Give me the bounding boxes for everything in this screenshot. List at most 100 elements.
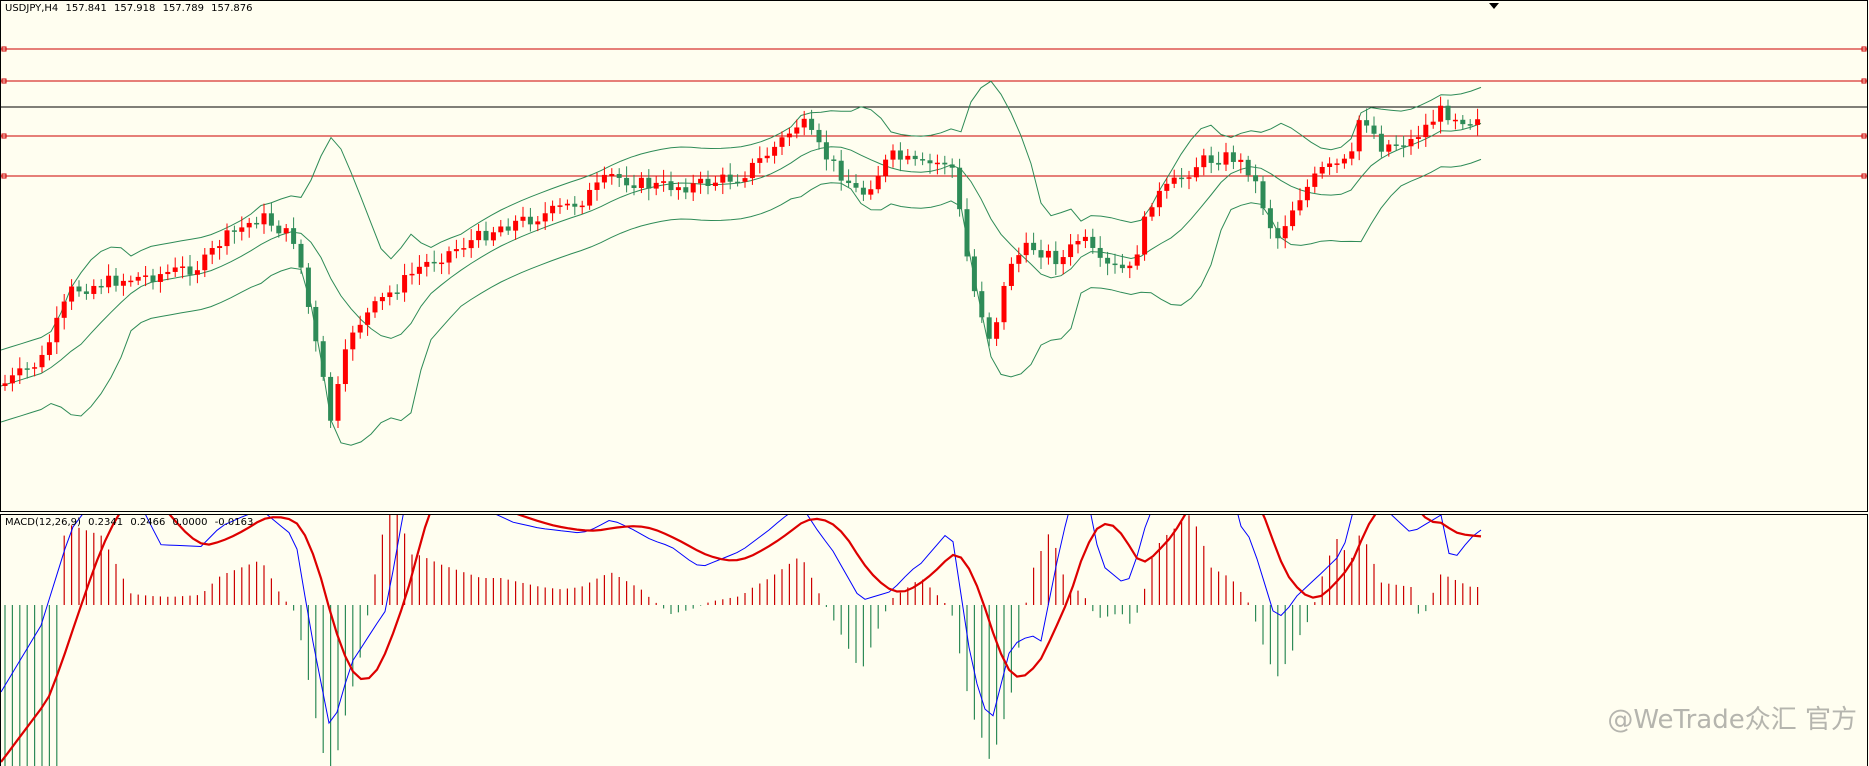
candle-body [202,254,208,271]
candle-body [587,189,593,206]
candle-body [476,230,482,241]
candle-body [1127,265,1133,269]
candle-body [831,159,837,161]
macd-main-value: 0.2341 [88,517,124,528]
candle-body [661,181,667,183]
bollinger-lower-band [1,158,1482,446]
candle-body [868,189,874,195]
price-chart-canvas[interactable] [1,1,1868,512]
candle-body [1179,177,1185,180]
candle-body [446,251,452,263]
candle-body [194,270,200,275]
candle-body [424,261,430,267]
candle-body [328,376,334,421]
level-handle-left [1,46,7,52]
level-handle-right [1861,133,1867,139]
candle-body [883,159,889,176]
candle-body [1304,186,1310,201]
candle-body [1341,158,1347,164]
candle-body [1356,120,1362,152]
candle-body [594,182,600,190]
candle-body [180,266,186,268]
candle-body [964,209,970,257]
candle-body [912,155,918,160]
candle-body [1142,216,1148,255]
candle-body [143,275,149,277]
level-handle-left [1,173,7,179]
candle-body [1290,210,1296,227]
candle-body [291,228,297,244]
chart-shift-marker-icon[interactable] [1489,3,1499,9]
candle-body [372,301,378,313]
candle-body [1053,250,1059,265]
candle-body [675,187,681,191]
candle-body [705,178,711,187]
candle-body [187,266,193,275]
candle-body [1223,152,1229,165]
candle-body [513,220,519,231]
candle-body [1319,166,1325,174]
candle-body [579,205,585,208]
candle-body [254,222,260,225]
candle-body [720,174,726,183]
level-handle-left [1,78,7,84]
candle-body [735,181,741,184]
candle-body [846,180,852,184]
close-value: 157.876 [211,3,253,14]
candle-body [1253,175,1259,182]
symbol-label: USDJPY,H4 [5,3,59,14]
macd-indicator-pane[interactable]: MACD(12,26,9) 0.2341 0.2466 0.0000 -0.01… [0,514,1868,766]
candle-body [646,177,652,189]
candle-body [779,137,785,147]
candle-body [624,177,630,186]
candle-body [1186,177,1192,179]
candle-body [520,216,526,221]
candle-body [1282,226,1288,239]
candle-body [490,232,496,241]
candle-body [298,243,304,268]
candle-body [394,292,400,294]
candle-body [246,222,252,228]
candle-body [786,133,792,138]
candle-body [1208,155,1214,163]
candle-body [742,178,748,182]
candle-body [934,162,940,165]
candle-body [1156,190,1162,208]
macd-header: MACD(12,26,9) 0.2341 0.2466 0.0000 -0.01… [5,517,257,528]
candle-body [794,127,800,134]
candle-body [483,230,489,241]
candle-body [698,178,704,184]
candle-body [17,368,23,376]
candle-body [283,228,289,234]
candle-body [1171,177,1177,184]
candle-body [971,256,977,292]
candle-body [165,271,171,275]
candle-body [1386,144,1392,152]
candle-body [1245,159,1251,176]
candle-body [1119,264,1125,269]
price-chart-pane[interactable]: USDJPY,H4 157.841 157.918 157.789 157.87… [0,0,1868,512]
candle-body [24,368,30,370]
candle-body [335,384,341,421]
candle-body [231,230,237,232]
bollinger-upper-band [1,80,1482,351]
candle-body [1327,163,1333,167]
candle-body [1068,244,1074,258]
candle-body [268,213,274,226]
candle-body [542,213,548,222]
candle-body [550,205,556,214]
candle-body [757,158,763,163]
candle-body [1475,119,1481,125]
candle-body [712,182,718,187]
candle-body [1112,263,1118,266]
candle-body [1260,181,1266,209]
candle-body [172,267,178,272]
candle-body [1134,254,1140,266]
candle-body [557,205,563,207]
macd-canvas[interactable] [1,515,1868,766]
candle-body [1193,167,1199,178]
candle-body [949,164,955,168]
candle-body [601,174,607,183]
candle-body [150,275,156,282]
